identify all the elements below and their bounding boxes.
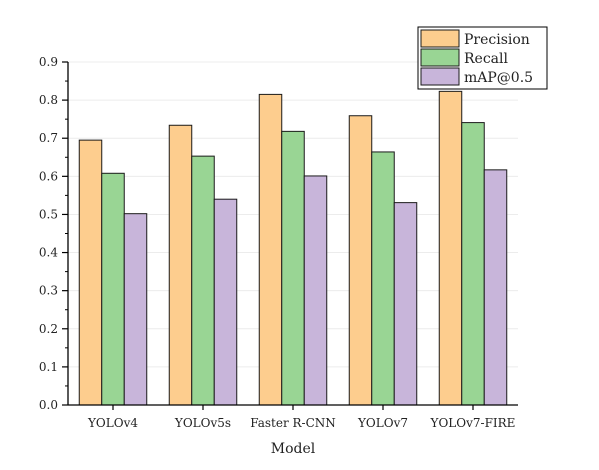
- bar-recall-yolov4: [101, 172, 125, 406]
- bars: [78, 90, 508, 406]
- y-tick-label: 0.4: [39, 246, 58, 260]
- y-tick-label: 0.7: [39, 131, 58, 145]
- y-tick-label: 0.2: [39, 322, 58, 336]
- x-ticks: YOLOv4 YOLOv5s Faster R-CNN YOLOv7 YOLOv7-FI…: [87, 405, 515, 430]
- bar-map-0-5-yolov5s: [213, 198, 238, 406]
- y-tick-label: 0.5: [39, 207, 58, 221]
- x-tick-label: YOLOv7: [357, 416, 408, 430]
- y-tick-label: 0.6: [39, 169, 58, 183]
- bar-precision-faster-r-cnn: [258, 93, 283, 406]
- y-tick-label: 0.1: [39, 360, 58, 374]
- bar-recall-yolov7: [371, 151, 395, 406]
- x-tick-label: YOLOv5s: [174, 416, 231, 430]
- bar-precision-yolov7: [348, 115, 373, 406]
- bar-precision-yolov7-fire: [438, 90, 463, 406]
- y-tick-label: 0.0: [39, 398, 58, 412]
- y-tick-label: 0.8: [39, 93, 58, 107]
- bar-map-0-5-yolov7: [393, 202, 418, 406]
- bar-recall-yolov7-fire: [461, 122, 485, 406]
- y-tick-label: 0.9: [39, 55, 58, 69]
- y-ticks: 0.0 0.1 0.2 0.3 0.4 0.5 0.6 0.7 0.8 0.9: [39, 55, 68, 412]
- legend-label: Precision: [464, 32, 530, 48]
- bar-recall-faster-r-cnn: [281, 130, 305, 406]
- legend: Precision Recall mAP@0.5: [417, 26, 548, 90]
- legend-swatch: [420, 48, 460, 67]
- bar-map-0-5-yolov4: [123, 213, 148, 406]
- legend-swatch: [420, 67, 460, 86]
- x-tick-label: Faster R-CNN: [250, 416, 336, 430]
- x-tick-label: YOLOv7-FIRE: [430, 416, 516, 430]
- y-tick-label: 0.3: [39, 284, 58, 298]
- x-tick-label: YOLOv4: [87, 416, 138, 430]
- legend-label: mAP@0.5: [464, 70, 533, 86]
- legend-swatch: [420, 29, 460, 48]
- bar-precision-yolov4: [78, 139, 103, 406]
- legend-label: Recall: [464, 51, 508, 67]
- bar-map-0-5-faster-r-cnn: [303, 175, 328, 406]
- bar-map-0-5-yolov7-fire: [483, 169, 508, 406]
- bar-precision-yolov5s: [168, 124, 193, 406]
- bar-recall-yolov5s: [191, 155, 215, 406]
- x-axis-title: Model: [271, 441, 316, 457]
